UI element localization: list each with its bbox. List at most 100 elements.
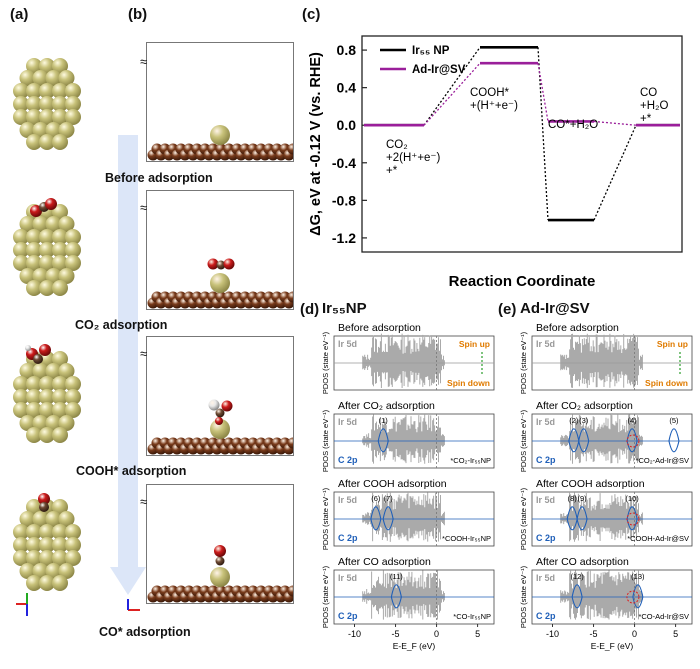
ir-atom: [13, 109, 29, 125]
ir5d-label: Ir 5d: [338, 339, 357, 349]
pdos-y-label: PDOS (state eV⁻¹): [519, 331, 528, 394]
ir-atom: [45, 216, 62, 232]
pdos-subpanel-title: After CO adsorption: [536, 556, 629, 568]
graphene-substrate: [147, 585, 299, 603]
connector-line: [537, 47, 549, 221]
ir-atom: [52, 376, 68, 392]
oxygen-atom: [45, 198, 57, 210]
panel-label-e: (e): [498, 301, 517, 318]
pdos-panel-ir55: Before adsorption PDOS (state eV⁻¹) Ir 5d S…: [321, 322, 495, 651]
carbon-atom: [215, 556, 225, 566]
slab-frame-before: [146, 42, 299, 162]
ir5d-dos: [560, 333, 643, 388]
ir-atom: [65, 83, 81, 99]
ir-atom: [19, 70, 36, 86]
ir-atom: [45, 563, 62, 579]
ir-atom: [52, 550, 68, 566]
ir-atom: [39, 96, 55, 112]
step-label: CO*+H₂O: [548, 119, 598, 131]
axes-triad-icon: [16, 593, 28, 616]
ir-atom: [26, 376, 42, 392]
ir-atom: [45, 268, 62, 284]
ir-atom: [26, 280, 42, 296]
spin-up-label: Spin up: [657, 339, 688, 349]
ir-atom: [65, 537, 81, 553]
ir-atom: [32, 70, 49, 86]
panel-label-a: (a): [10, 6, 29, 23]
ir-atom: [39, 402, 55, 418]
ir-atom: [26, 537, 42, 553]
x-tick-label: -10: [348, 629, 361, 639]
ir5d-label: Ir 5d: [536, 339, 555, 349]
break-mark-3: ≈: [140, 346, 148, 361]
c2p-label: C 2p: [536, 455, 556, 465]
ir-atom: [26, 255, 42, 271]
ir-atom: [19, 511, 36, 527]
stage-caption-co2: CO₂ adsorption: [75, 318, 168, 332]
ir5d-label: Ir 5d: [536, 417, 555, 427]
peak-annotation: (9): [577, 494, 587, 503]
pdos-panel-adir: Before adsorption PDOS (state eV⁻¹) Ir 5d S…: [519, 322, 693, 651]
ir-atom: [65, 242, 81, 258]
ir-atom: [13, 255, 29, 271]
ir-atom: [13, 402, 29, 418]
pdos-title-adir: Ad-Ir@SV: [520, 300, 590, 317]
ir-atom: [58, 70, 75, 86]
ir-atom: [52, 280, 68, 296]
ir-atom: [19, 563, 36, 579]
pdos-y-label: PDOS (state eV⁻¹): [321, 487, 330, 550]
ir-atom: [58, 363, 75, 379]
ir-atom: [52, 499, 68, 515]
ir5d-label: Ir 5d: [338, 573, 357, 583]
structure-tag: *CO₂-Ir₅₅NP: [450, 456, 491, 465]
ir-atom: [26, 58, 42, 74]
ir-atom: [39, 389, 55, 405]
pdos-subpanel-title: Before adsorption: [536, 322, 619, 334]
ir-atom: [32, 415, 49, 431]
ir-atom: [13, 537, 29, 553]
peak-annotation: (13): [631, 572, 645, 581]
panel-label-b: (b): [128, 6, 148, 23]
y-tick-label: 0.4: [337, 80, 357, 96]
break-mark-2: ≈: [140, 200, 148, 215]
ir-atom: [52, 58, 68, 74]
carbon-atom: [215, 408, 225, 418]
ir-atom: [45, 511, 62, 527]
free-energy-diagram: 0.8 0.4 0.0 -0.4 -0.8 -1.2 ΔG, eV at -0.12 V (…: [308, 35, 683, 290]
ir-atom: [39, 537, 55, 553]
ir-atom: [45, 363, 62, 379]
stage-caption-cooh: COOH* adsorption: [76, 464, 187, 478]
ir-atom: [52, 134, 68, 150]
c2p-label: C 2p: [536, 611, 556, 621]
ir55-cluster-1: [13, 204, 81, 296]
ir55-cluster-2: [13, 351, 81, 443]
carbon-atom: [39, 502, 49, 512]
ir-atom: [32, 511, 49, 527]
oxygen-atom: [214, 545, 226, 557]
legend-label: Ir₅₅ NP: [412, 45, 450, 57]
x-tick-label: 5: [673, 629, 678, 639]
ir-atom: [52, 229, 68, 245]
ir-atom: [39, 134, 55, 150]
pdos-y-label: PDOS (state eV⁻¹): [519, 409, 528, 472]
ir-atom: [32, 122, 49, 138]
highlight-circle: [626, 512, 640, 526]
connector-line: [593, 124, 637, 221]
oxygen-atom: [30, 205, 42, 217]
graphene-substrate: [147, 143, 299, 161]
peak-annotation: (2): [569, 416, 579, 425]
y-tick-label: -1.2: [332, 230, 356, 246]
ir-atom: [65, 389, 81, 405]
graphene-substrate: [147, 291, 299, 309]
ir-atom: [26, 134, 42, 150]
ir-atom: [26, 242, 42, 258]
ir5d-label: Ir 5d: [536, 573, 555, 583]
ir-atom: [45, 415, 62, 431]
x-tick-label: 0: [632, 629, 637, 639]
ir-atom: [65, 109, 81, 125]
y-tick-label: 0.0: [337, 117, 357, 133]
structure-tag: *COOH-Ir₅₅NP: [442, 534, 491, 543]
break-mark-4: ≈: [140, 494, 148, 509]
highlight-circle: [626, 590, 640, 604]
ir-atom: [58, 511, 75, 527]
